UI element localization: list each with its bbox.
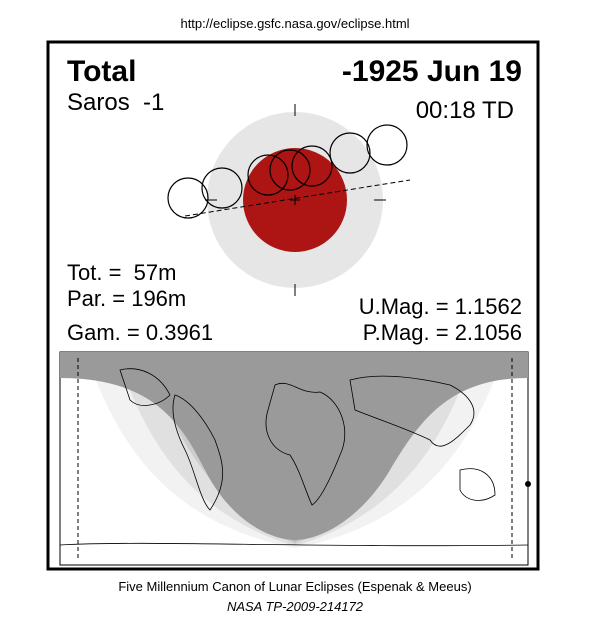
- url: http://eclipse.gsfc.nasa.gov/eclipse.htm…: [180, 16, 409, 31]
- tot: Tot. = 57m: [67, 260, 176, 285]
- par: Par. = 196m: [67, 286, 186, 311]
- visibility-map: [59, 351, 531, 566]
- time: 00:18 TD: [416, 97, 514, 124]
- footer-ref: NASA TP-2009-214172: [227, 599, 364, 614]
- footer-title: Five Millennium Canon of Lunar Eclipses …: [118, 579, 471, 594]
- eclipse-type: Total: [67, 55, 136, 88]
- pmag: P.Mag. = 2.1056: [363, 320, 522, 345]
- axes: [205, 104, 386, 296]
- saros: Saros -1: [67, 89, 164, 116]
- umag: U.Mag. = 1.1562: [359, 294, 522, 319]
- moon-path: [184, 179, 411, 217]
- gam: Gam. = 0.3961: [67, 320, 213, 345]
- eclipse-date: -1925 Jun 19: [342, 55, 522, 88]
- moon-positions: [167, 124, 408, 219]
